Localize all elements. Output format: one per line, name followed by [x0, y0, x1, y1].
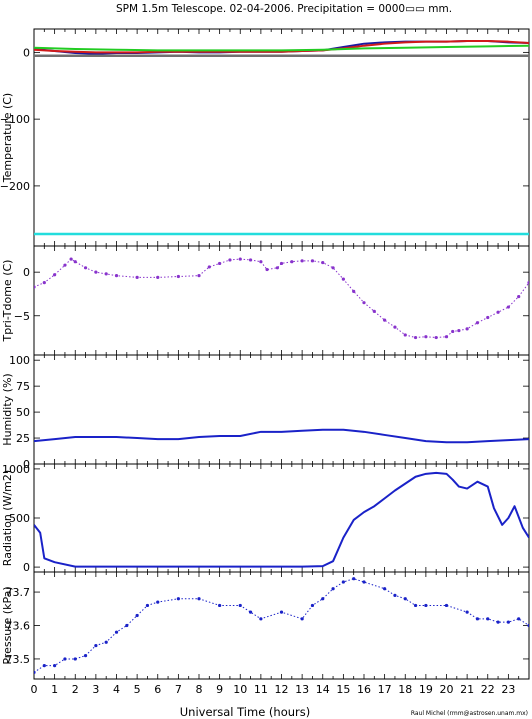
y-tick-label: 73.6 — [6, 620, 31, 633]
panel-frame — [33, 571, 530, 680]
plot-area — [34, 428, 529, 444]
y-tick-label: 1000 — [2, 463, 30, 476]
y-tick-label: −200 — [0, 180, 30, 193]
y-tick-label: 75 — [16, 380, 30, 393]
y-tick-label: 100 — [9, 354, 30, 367]
x-tick-label: 22 — [481, 683, 495, 696]
x-tick-label: 2 — [72, 683, 79, 696]
data-point — [424, 603, 428, 608]
panel-2: 0 25 50 75 100 Humidity (%) — [1, 354, 530, 471]
x-tick-label: 19 — [419, 683, 433, 696]
series-line-2 — [34, 44, 529, 52]
plot-area — [34, 40, 529, 236]
y-axis-label: Tpri-Tdome (C) — [1, 260, 14, 343]
plot-area — [34, 471, 529, 568]
y-tick-label: 0 — [23, 46, 30, 59]
x-tick-label: 13 — [295, 683, 309, 696]
data-point — [310, 259, 315, 263]
x-tick-label: 0 — [31, 683, 38, 696]
x-tick-label: 5 — [134, 683, 141, 696]
y-tick-label: 500 — [9, 512, 30, 525]
data-point — [63, 657, 67, 661]
y-axis-label: Radiation (W/m2) — [1, 470, 14, 566]
data-point — [362, 580, 366, 584]
x-tick-label: 4 — [113, 683, 120, 696]
series-line-1 — [34, 40, 529, 54]
data-point — [527, 281, 529, 285]
x-axis-label: Universal Time (hours) — [180, 705, 311, 719]
panel-frame — [33, 354, 530, 465]
y-tick-label: −100 — [0, 113, 30, 126]
series-line-0 — [34, 471, 529, 568]
data-point — [486, 617, 490, 621]
y-tick-label: 73.5 — [6, 653, 31, 666]
x-tick-label: 12 — [275, 683, 289, 696]
data-point — [265, 267, 269, 272]
y-tick-label: 0 — [23, 266, 30, 279]
data-point — [434, 335, 438, 340]
x-tick-label: 3 — [92, 683, 99, 696]
x-tick-label: 17 — [378, 683, 392, 696]
panel-frame — [33, 463, 530, 573]
data-point — [465, 327, 469, 331]
x-tick-label: 20 — [440, 683, 454, 696]
x-tick-label: 14 — [316, 683, 330, 696]
data-point — [300, 259, 304, 263]
data-point — [352, 577, 356, 581]
data-point — [300, 617, 304, 621]
y-tick-label: 0 — [23, 561, 30, 574]
x-tick-label: 10 — [233, 683, 247, 696]
y-tick-label: 50 — [16, 406, 30, 419]
data-point — [527, 623, 529, 628]
y-axis-label: Humidity (%) — [1, 373, 14, 445]
data-point — [207, 265, 211, 269]
x-tick-label: 8 — [196, 683, 203, 696]
x-tick-label: 15 — [336, 683, 350, 696]
series-trace-0 — [34, 578, 529, 673]
x-tick-label: 23 — [501, 683, 515, 696]
y-tick-label: 25 — [16, 432, 30, 445]
x-tick-label: 21 — [460, 683, 474, 696]
y-axis-label: Temperature (C) — [1, 93, 14, 183]
plot-area — [34, 577, 529, 674]
y-tick-label: 73.7 — [6, 586, 31, 599]
x-tick-label: 11 — [254, 683, 268, 696]
data-point — [496, 620, 500, 624]
data-point — [403, 597, 407, 601]
data-point — [517, 294, 521, 299]
x-tick-label: 18 — [398, 683, 412, 696]
data-point — [413, 603, 418, 608]
data-point — [73, 657, 77, 661]
data-point — [259, 260, 263, 264]
x-tick-label: 9 — [216, 683, 223, 696]
series-trace-0 — [34, 258, 529, 339]
x-tick-label: 16 — [357, 683, 371, 696]
plot-area — [34, 257, 529, 340]
chart-title: SPM 1.5m Telescope. 02-04-2006. Precipit… — [116, 3, 452, 15]
data-point — [444, 603, 449, 608]
data-point — [218, 261, 222, 266]
data-point — [53, 664, 57, 668]
author-credit: Raul Michel (rmm@astrosen.unam.mx) — [411, 710, 528, 717]
series-line-0 — [34, 428, 529, 444]
y-axis-label: Pressure (kPa) — [1, 586, 14, 664]
y-tick-label: 0 — [23, 458, 30, 471]
x-tick-label: 1 — [51, 683, 58, 696]
x-tick-label: 6 — [154, 683, 161, 696]
data-point — [506, 620, 510, 624]
x-tick-label: 7 — [175, 683, 182, 696]
panel-frame — [33, 28, 530, 247]
y-tick-label: −5 — [14, 310, 30, 323]
data-point — [517, 617, 521, 621]
data-point — [290, 260, 294, 264]
